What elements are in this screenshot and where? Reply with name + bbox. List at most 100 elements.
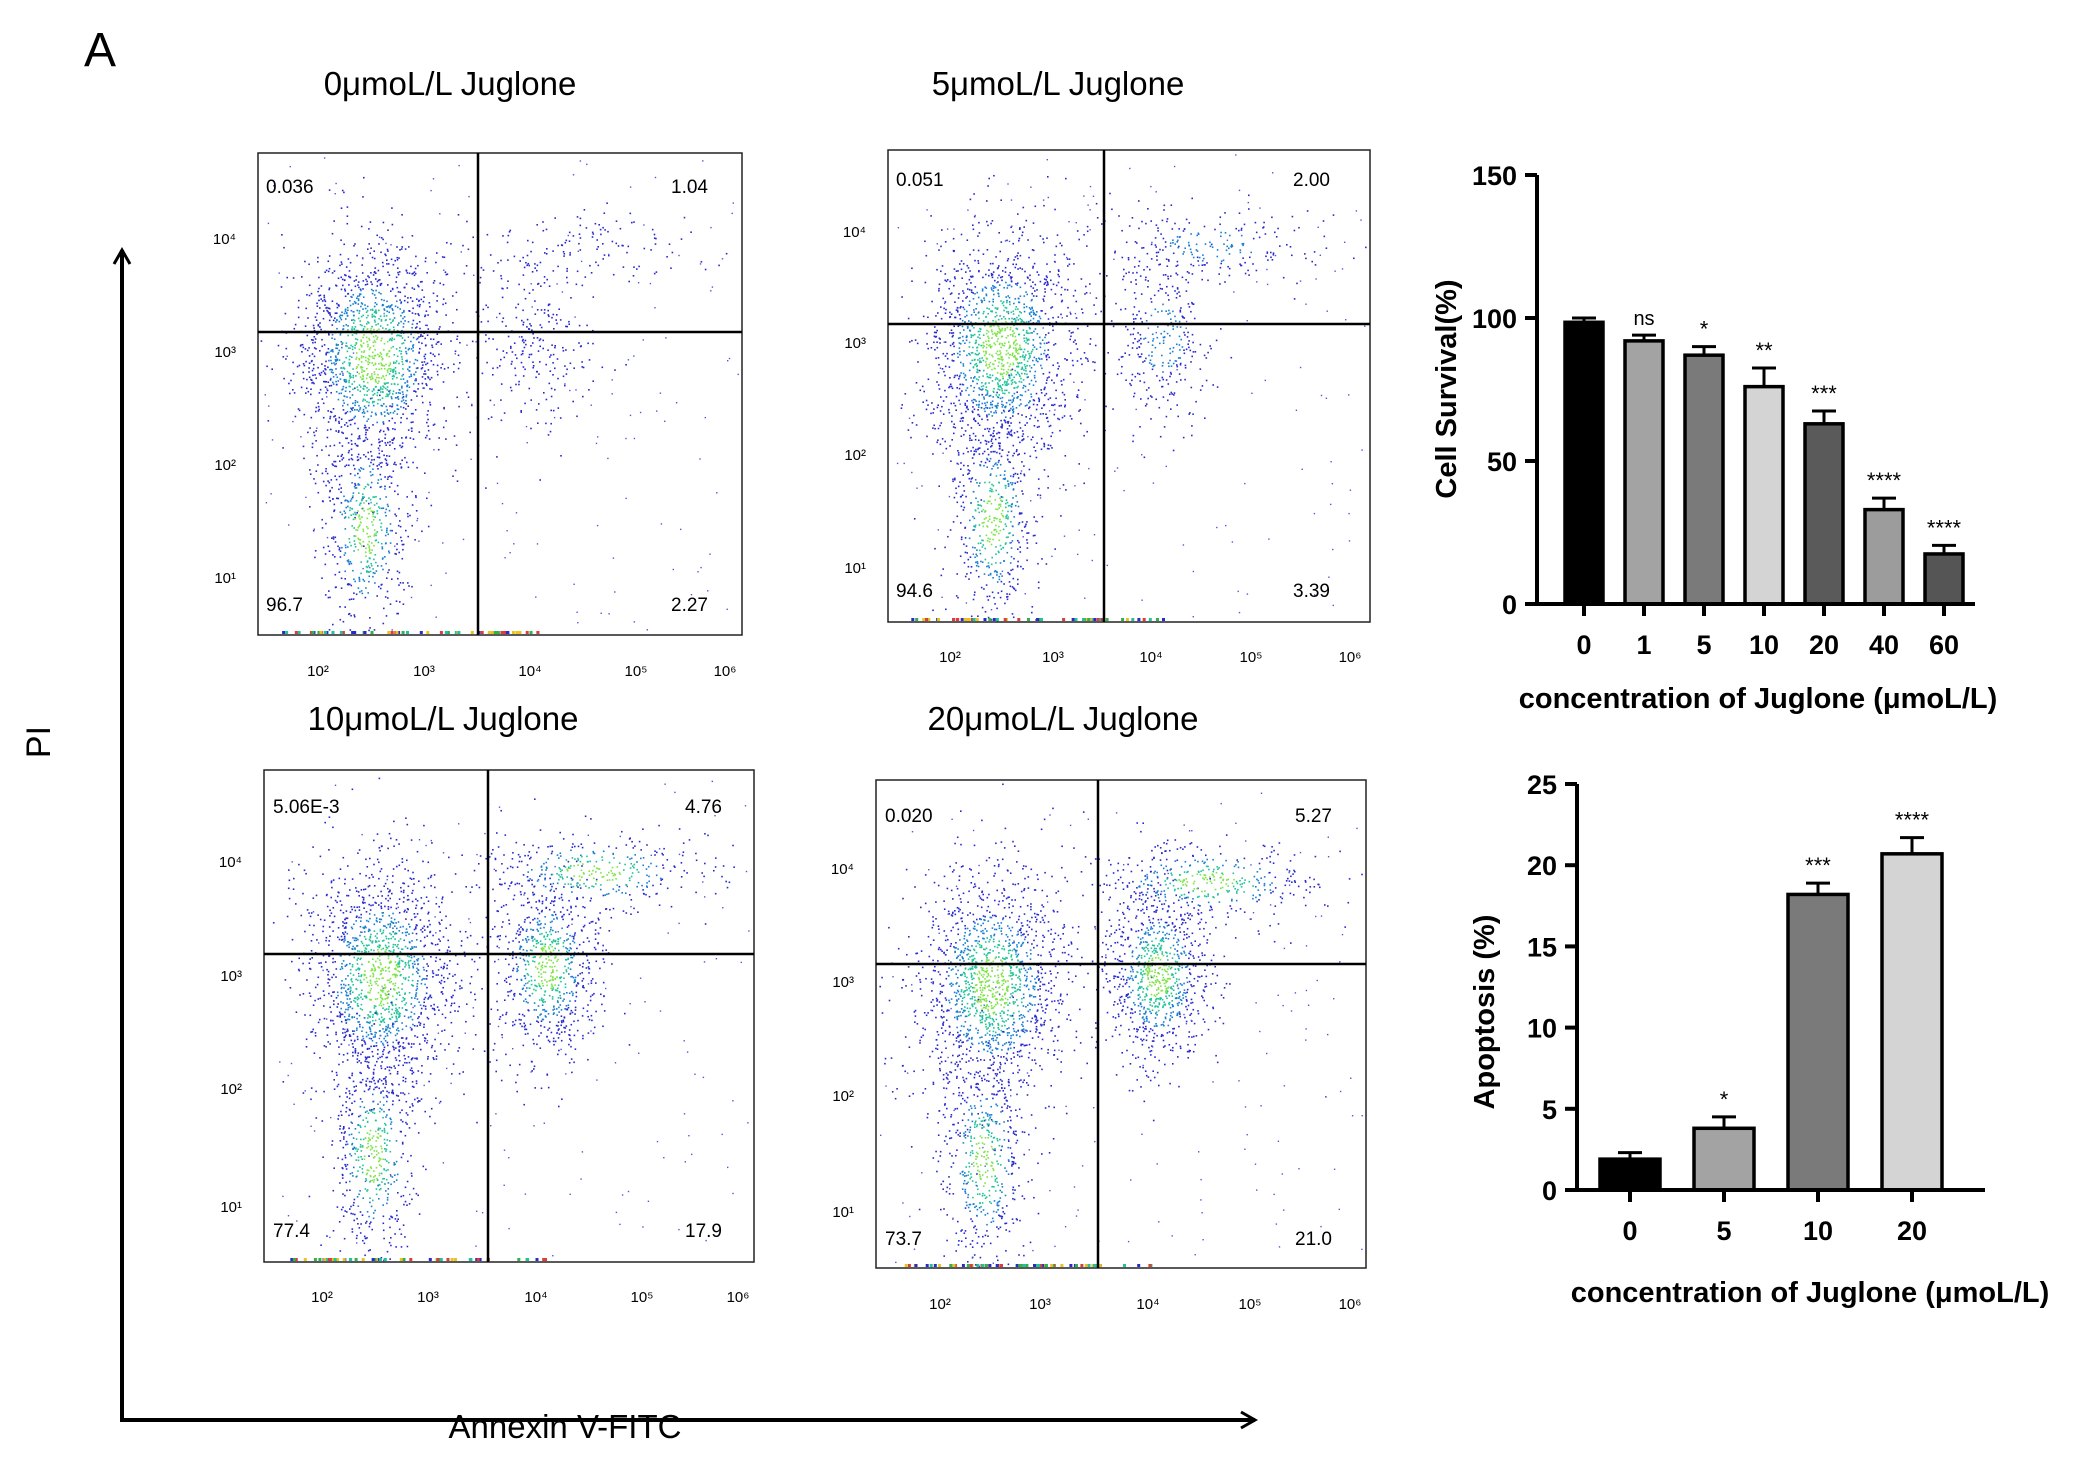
event-dot (411, 490, 413, 493)
event-dot (704, 268, 707, 271)
event-dot (536, 269, 538, 272)
event-dot (1046, 237, 1048, 239)
event-dot (532, 333, 534, 335)
event-dot (972, 406, 974, 408)
event-dot (954, 404, 957, 407)
event-dot (974, 342, 977, 345)
event-dot (1028, 312, 1031, 314)
event-dot (1192, 256, 1195, 259)
event-dot (390, 482, 393, 484)
event-dot (986, 414, 988, 416)
event-dot (993, 293, 995, 296)
event-dot (400, 421, 402, 424)
event-dot (360, 339, 362, 342)
event-dot (976, 371, 978, 373)
event-dot (985, 364, 987, 367)
event-dot (972, 401, 974, 404)
event-dot (926, 332, 928, 335)
event-dot (927, 347, 929, 350)
event-dot (1179, 326, 1182, 328)
event-dot (1068, 263, 1071, 266)
event-dot (368, 427, 370, 429)
event-dot (994, 570, 997, 572)
event-dot (985, 293, 988, 296)
event-dot (1250, 251, 1252, 254)
event-dot (338, 305, 340, 307)
event-dot (472, 236, 474, 239)
event-dot (302, 445, 305, 448)
event-dot (1045, 354, 1047, 357)
event-dot (349, 507, 351, 509)
event-dot (1000, 386, 1002, 389)
event-dot (1133, 292, 1136, 294)
event-dot (951, 359, 954, 362)
event-dot (1048, 448, 1050, 450)
event-dot (377, 479, 380, 481)
event-dot (391, 442, 394, 444)
event-dot (388, 311, 390, 314)
event-dot (1150, 297, 1152, 300)
event-dot (990, 272, 993, 275)
event-dot (1025, 219, 1028, 222)
event-dot (552, 353, 555, 356)
event-dot (971, 477, 974, 479)
event-dot (386, 300, 388, 303)
event-dot (1054, 208, 1056, 211)
event-dot (1060, 300, 1063, 303)
event-dot (989, 474, 992, 476)
event-dot (368, 276, 370, 279)
event-dot (339, 253, 342, 256)
event-dot (356, 371, 359, 373)
event-dot (355, 343, 357, 345)
event-dot (348, 284, 350, 286)
event-dot (1022, 379, 1025, 381)
event-dot (1069, 313, 1072, 315)
event-dot (1017, 366, 1020, 368)
event-dot (591, 231, 594, 234)
event-dot (347, 325, 349, 327)
event-dot (968, 346, 971, 348)
event-dot (1039, 280, 1042, 283)
event-dot (1151, 333, 1154, 336)
event-dot (990, 347, 992, 349)
event-dot (352, 407, 354, 409)
event-dot (1008, 461, 1010, 463)
event-dot (384, 458, 387, 460)
event-dot (496, 366, 499, 369)
event-dot (385, 315, 388, 317)
event-dot (612, 273, 615, 276)
event-dot (358, 514, 361, 517)
event-dot (365, 565, 368, 568)
event-dot (349, 423, 352, 426)
event-dot (979, 482, 981, 484)
event-dot (376, 303, 378, 306)
event-dot (989, 490, 991, 492)
event-dot (1196, 250, 1199, 252)
event-dot (367, 570, 370, 573)
event-dot (936, 329, 938, 332)
event-dot (548, 382, 551, 385)
event-dot (1009, 363, 1012, 366)
event-dot (380, 377, 383, 379)
event-dot (368, 557, 371, 559)
event-dot (402, 393, 404, 396)
event-dot (732, 202, 734, 204)
event-dot (1016, 501, 1019, 503)
event-dot (1005, 402, 1008, 404)
event-dot (1038, 357, 1040, 360)
event-dot (1190, 361, 1192, 363)
event-dot (439, 282, 441, 285)
event-dot (361, 303, 364, 305)
event-dot (995, 528, 997, 531)
event-dot (1000, 373, 1003, 376)
event-dot (981, 300, 983, 302)
event-dot (546, 278, 548, 281)
event-dot (416, 337, 419, 340)
event-dot (547, 314, 550, 316)
event-dot (572, 400, 574, 403)
event-dot (418, 341, 420, 344)
event-dot (987, 330, 990, 333)
event-dot (420, 333, 422, 336)
event-dot (1142, 361, 1144, 363)
event-dot (1027, 350, 1029, 353)
